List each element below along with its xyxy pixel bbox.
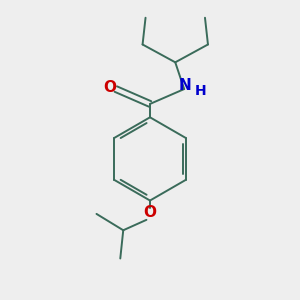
Text: N: N bbox=[178, 78, 191, 93]
Text: O: O bbox=[143, 205, 157, 220]
Text: H: H bbox=[195, 84, 206, 98]
Text: O: O bbox=[103, 80, 116, 95]
